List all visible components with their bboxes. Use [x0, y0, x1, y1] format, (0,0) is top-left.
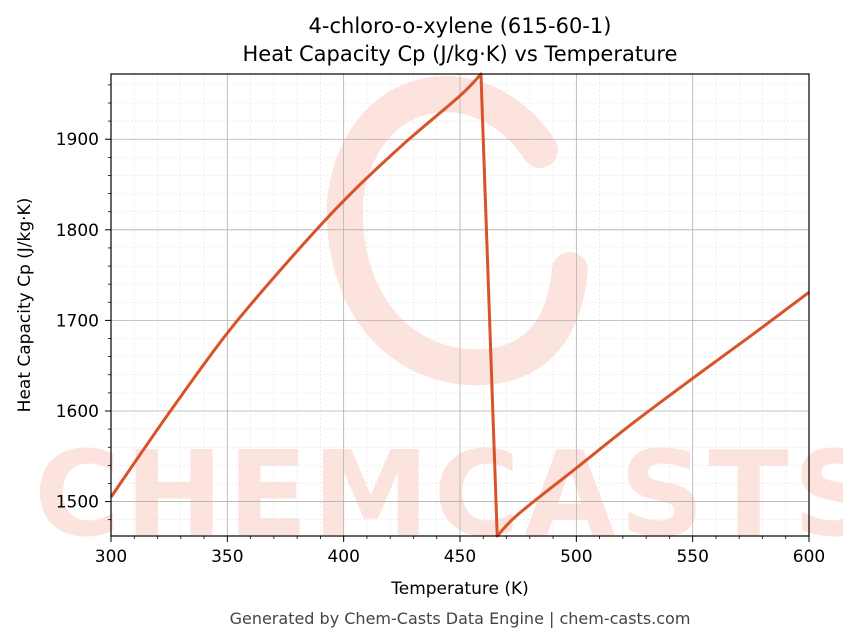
series-line-0 [109, 72, 810, 538]
chart-subtitle: Heat Capacity Cp (J/kg·K) vs Temperature [243, 42, 678, 66]
x-tick-label: 550 [676, 547, 708, 567]
x-tick-label: 400 [327, 547, 359, 567]
x-tick-label: 300 [95, 547, 127, 567]
x-tick-label: 450 [444, 547, 476, 567]
x-tick-label: 600 [793, 547, 825, 567]
major-grid [110, 74, 810, 536]
y-tick-label: 1500 [56, 493, 99, 513]
chart-title: 4-chloro-o-xylene (615-60-1) [309, 14, 612, 38]
y-tick-label: 1900 [56, 130, 99, 150]
watermark: CHEMCASTS [34, 76, 843, 563]
x-axis-label: Temperature (K) [390, 579, 529, 599]
x-tick-label: 500 [560, 547, 592, 567]
y-tick-label: 1800 [56, 221, 99, 241]
watermark-logo-arc [326, 76, 588, 386]
y-tick-label: 1600 [56, 402, 99, 422]
series-layer [109, 72, 810, 538]
tick-labels: 300 350 400 450 500 550 600 1500 1600 1700 1800 190… [56, 130, 825, 567]
watermark-text: CHEMCASTS [34, 425, 843, 563]
footer-credit: Generated by Chem-Casts Data Engine | ch… [230, 609, 691, 628]
axis-ticks [105, 84, 810, 542]
y-axis-label: Heat Capacity Cp (J/kg·K) [15, 198, 35, 413]
y-tick-label: 1700 [56, 311, 99, 331]
x-tick-label: 350 [211, 547, 243, 567]
